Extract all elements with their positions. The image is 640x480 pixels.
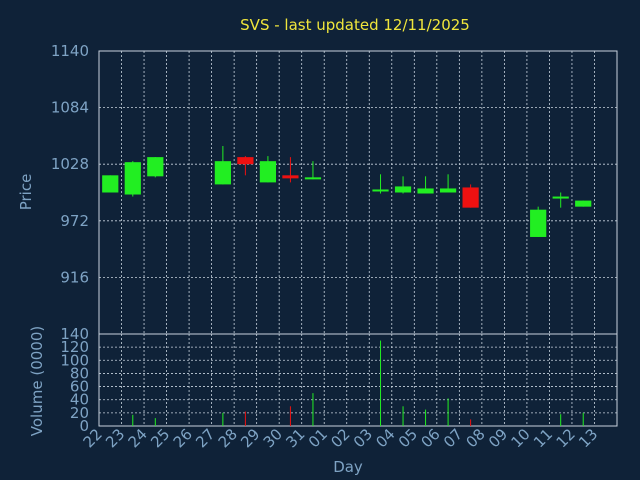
volume-panel: 0204060801001201402223242526272829303101… [60,325,618,451]
volume-tick-label: 40 [70,391,89,409]
volume-frame [98,333,618,427]
chart-title: SVS - last updated 12/11/2025 [240,16,470,34]
price-frame [98,50,618,335]
candle-body [530,209,547,237]
candle-body [124,162,141,195]
price-tick-label: 1140 [51,42,89,60]
candle-body [439,188,457,193]
volume-tick-label: 100 [60,351,89,369]
candle-body [237,157,254,165]
candle-body [282,175,299,179]
x-tick-label: 13 [575,425,601,451]
volume-tick-label: 20 [70,404,89,422]
candle-body [372,189,389,192]
volume-tick-label: 80 [70,364,89,382]
candle-body [214,161,231,185]
candle-body [102,175,119,193]
price-tick-label: 1084 [51,99,89,117]
price-tick-label: 1028 [51,155,89,173]
candle-body [575,200,592,207]
price-tick-label: 916 [60,268,89,286]
x-axis-label: Day [333,458,363,476]
candle-body [552,196,569,199]
candle-body [417,188,434,194]
candle-body [147,157,164,177]
volume-tick-label: 140 [60,325,89,343]
volume-tick-label: 0 [79,417,89,435]
volume-tick-label: 120 [60,338,89,356]
candle-body [259,161,277,183]
candle-body [462,187,479,208]
volume-axis-label: Volume (0000) [28,326,46,436]
price-tick-label: 972 [60,212,89,230]
volume-tick-label: 60 [70,378,89,396]
price-panel: 916 972 1028 1084 1140 [51,42,618,335]
price-axis-label: Price [17,174,35,211]
candle-body [394,186,412,193]
candle-body [304,177,322,180]
